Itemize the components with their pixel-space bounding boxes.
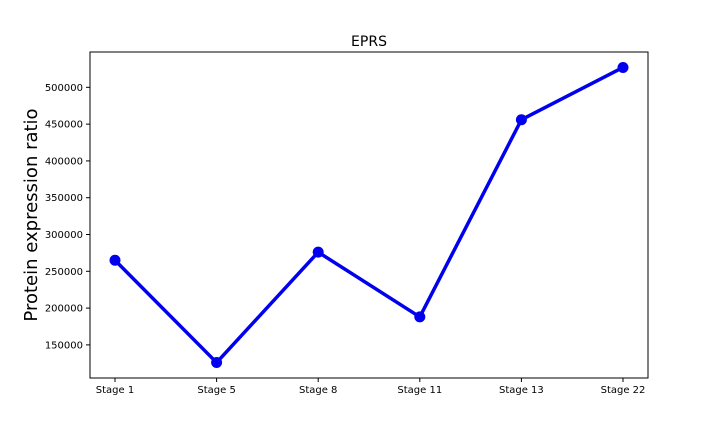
y-tick-label: 450000 (45, 120, 83, 131)
series-line (113, 65, 624, 365)
data-point (312, 246, 324, 258)
plot-area-frame (89, 51, 649, 379)
data-point (515, 114, 527, 126)
y-axis-ticks: 150000 200000 250000 300000 350000 400000 4500… (45, 83, 90, 351)
x-tick-label: Stage 11 (397, 385, 442, 396)
x-axis-ticks: Stage 1 Stage 5 Stage 8 Stage 11 Stage 13 Sta… (96, 378, 646, 396)
x-tick-label: Stage 1 (96, 385, 134, 396)
data-point (617, 61, 629, 73)
x-tick-label: Stage 5 (197, 385, 235, 396)
y-tick-label: 300000 (45, 230, 83, 241)
x-tick-label: Stage 8 (299, 385, 337, 396)
y-tick-label: 150000 (45, 340, 83, 351)
y-axis-label: Protein expression ratio (21, 108, 42, 321)
data-point (211, 357, 223, 369)
y-tick-label: 500000 (45, 83, 83, 94)
chart-title: EPRS (351, 34, 387, 50)
y-tick-label: 250000 (45, 267, 83, 278)
y-tick-label: 200000 (45, 304, 83, 315)
x-tick-label: Stage 13 (499, 385, 544, 396)
y-tick-label: 350000 (45, 193, 83, 204)
data-point (109, 254, 121, 266)
data-point (414, 311, 426, 323)
series-layer (109, 61, 629, 369)
y-tick-label: 400000 (45, 156, 83, 167)
x-tick-label: Stage 22 (601, 385, 646, 396)
